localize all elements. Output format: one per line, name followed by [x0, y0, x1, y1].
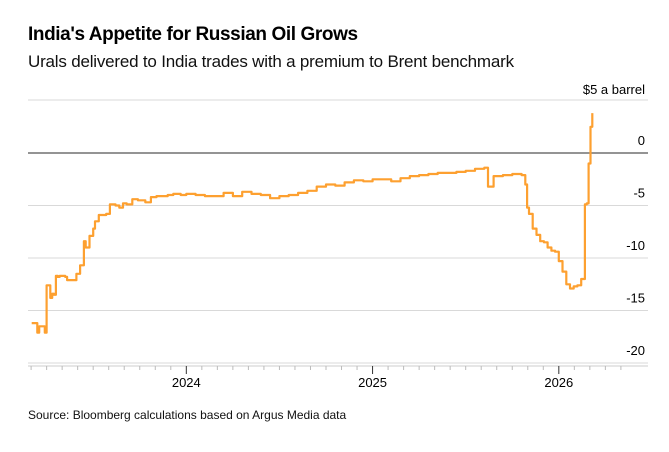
y-axis: 0 -5 -10 -15 -20 [626, 133, 645, 358]
y-tick-label: -20 [626, 343, 645, 358]
y-tick-label: -15 [626, 291, 645, 306]
y-tick-label: -10 [626, 238, 645, 253]
y-tick-label: -5 [633, 186, 645, 201]
grid-layer [28, 99, 648, 364]
chart-title: India's Appetite for Russian Oil Grows [28, 24, 358, 45]
chart-subtitle: Urals delivered to India trades with a p… [28, 52, 514, 71]
x-tick-label: 2026 [544, 375, 573, 390]
source-note: Source: Bloomberg calculations based on … [28, 408, 347, 422]
x-tick-label: 2025 [358, 375, 387, 390]
y-axis-unit-label: $5 a barrel [582, 82, 645, 97]
x-tick-label: 2024 [172, 375, 201, 390]
y-tick-label: 0 [638, 133, 645, 148]
series-layer [31, 113, 594, 334]
series-line [31, 113, 594, 334]
x-axis: 2024 2025 2026 [28, 365, 648, 390]
